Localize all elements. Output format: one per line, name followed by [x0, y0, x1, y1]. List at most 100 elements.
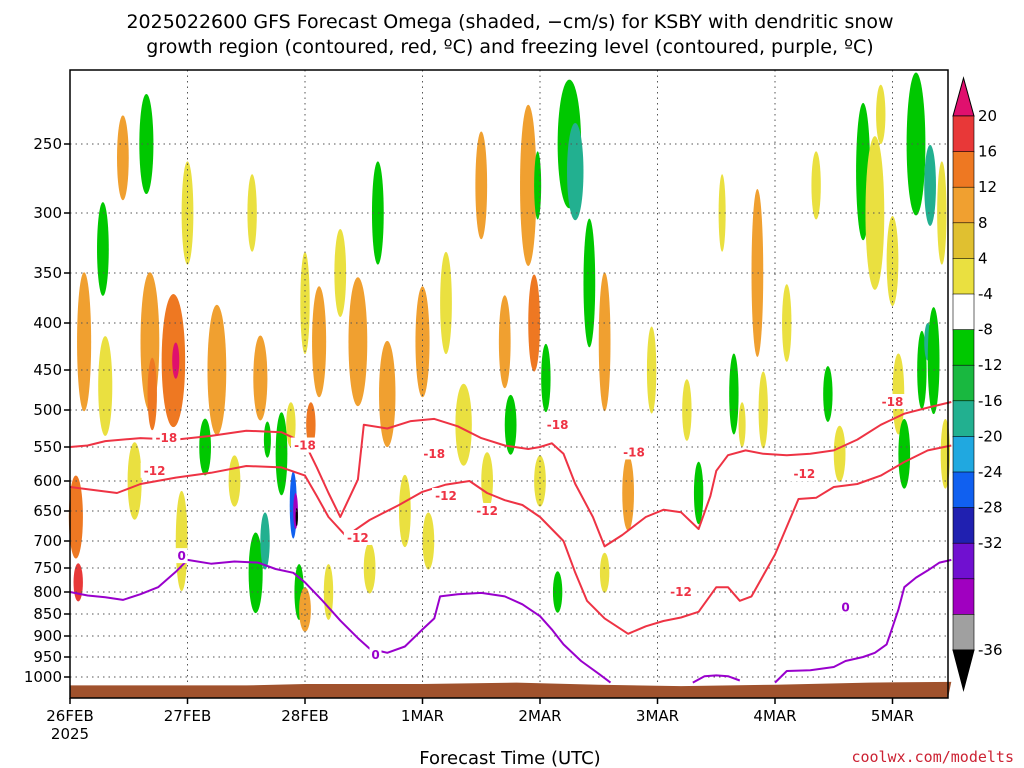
contour-label: -12 [670, 585, 692, 599]
dgz-contour-line [69, 401, 952, 548]
omega-cell [534, 455, 546, 507]
contour-label: -18 [547, 418, 569, 432]
chart-title-line2: growth region (contoured, red, ºC) and f… [146, 36, 873, 58]
omega-cell [541, 343, 551, 413]
contour-label-bg [878, 394, 907, 409]
plot-area: -18 -18 -18 -18 -18 -18 -12 -12 -12 -12 -12 -12 0 0 0 [68, 69, 952, 699]
contour-label: -18 [423, 447, 445, 461]
colorbar: 20 16 12 8 4 -4 -8 -12 -16 -20 -24 -28 -32 -36 [952, 76, 1003, 692]
omega-cell [139, 93, 154, 195]
contour-label-bg [291, 437, 319, 453]
omega-cell [260, 512, 270, 570]
omega-cell [598, 272, 611, 412]
contour-label-bg [543, 416, 572, 432]
omega-cell [906, 72, 926, 216]
omega-cell [811, 151, 821, 220]
omega-cell [876, 84, 886, 144]
omega-cell [498, 295, 511, 389]
omega-cell [117, 115, 129, 201]
omega-cell [927, 307, 940, 415]
colorbar-swatch [952, 542, 975, 580]
omega-cell [534, 151, 542, 220]
y-tick-label: 650 [33, 502, 62, 520]
contour-label: 0 [841, 600, 849, 614]
x-tick-label: 1MAR [401, 707, 444, 725]
y-tick-label: 350 [33, 264, 62, 282]
y-tick-label: 600 [33, 472, 62, 490]
x-tick-label: 27FEB [164, 707, 211, 725]
omega-cell [295, 508, 298, 526]
omega-cell [865, 136, 885, 290]
omega-cell [599, 552, 610, 593]
ground-layer [70, 681, 952, 698]
omega-cell [97, 202, 109, 296]
y-tick-label: 450 [33, 361, 62, 379]
colorbar-swatch [952, 614, 975, 651]
y-tick-label: 950 [33, 648, 62, 666]
x-axis-label: Forecast Time (UTC) [419, 748, 600, 768]
omega-cell [127, 442, 142, 520]
x-tick-label: 3MAR [636, 707, 679, 725]
y-tick-label: 250 [33, 135, 62, 153]
y-tick-label: 700 [33, 532, 62, 550]
omega-cell [833, 425, 846, 482]
plot-frame [69, 69, 949, 699]
omega-cell [520, 104, 537, 267]
omega-cell [248, 532, 263, 614]
colorbar-swatch [952, 329, 975, 367]
y-tick-label: 300 [33, 204, 62, 222]
colorbar-tick-label: -36 [978, 641, 1003, 659]
omega-cell [199, 418, 211, 476]
colorbar-swatch [952, 471, 975, 509]
colorbar-tick-label: 16 [978, 143, 997, 161]
freezing-level-line [692, 674, 741, 684]
omega-cell [729, 353, 739, 435]
colorbar-swatch [952, 364, 975, 402]
contour-label: -12 [794, 467, 816, 481]
omega-cell [147, 357, 157, 431]
omega-cell [567, 123, 584, 221]
contour-label: 0 [371, 648, 379, 662]
colorbar-swatch [952, 578, 975, 616]
omega-cell [415, 286, 430, 398]
y-axis-ticks: 250 300 350 400 450 500 550 600 650 700 750 800 850 9… [24, 135, 70, 686]
omega-cell [207, 304, 227, 436]
dgz-contour-line [69, 444, 952, 635]
colorbar-tick-label: -4 [978, 285, 993, 303]
colorbar-tick-label: -24 [978, 463, 1003, 481]
colorbar-tick-label: -8 [978, 321, 993, 339]
x-tick-label: 28FEB [281, 707, 328, 725]
omega-cell [823, 366, 833, 422]
contour-label-bg [473, 503, 502, 518]
contour-label-bg [620, 444, 648, 460]
omega-cell [172, 342, 180, 379]
omega-cell [68, 475, 83, 559]
x-tick-label: 26FEB [46, 707, 93, 725]
colorbar-tick-label: -28 [978, 499, 1003, 517]
contour-label: -18 [156, 431, 178, 445]
omega-cell [898, 419, 911, 489]
omega-cell [440, 251, 452, 355]
omega-cell [693, 461, 704, 525]
y-tick-label: 400 [33, 314, 62, 332]
colorbar-tick-label: -20 [978, 427, 1003, 445]
omega-cell [924, 144, 936, 226]
contour-label: -12 [476, 504, 498, 518]
omega-cell [312, 286, 327, 398]
contour-label-bg [420, 445, 449, 461]
omega-cell [886, 216, 899, 306]
omega-cell [751, 189, 764, 357]
colorbar-swatch [952, 293, 975, 331]
ground-fill [70, 681, 952, 698]
colorbar-tick-label: 8 [978, 214, 988, 232]
omega-cell [371, 161, 384, 265]
contour-label: -18 [623, 445, 645, 459]
omega-cell [379, 340, 396, 448]
omega-cell [646, 326, 657, 414]
colorbar-swatch [952, 222, 975, 260]
contour-label: -12 [435, 489, 457, 503]
omega-cell [98, 336, 113, 436]
contour-label-bg [343, 530, 372, 545]
omega-cell [77, 272, 92, 412]
